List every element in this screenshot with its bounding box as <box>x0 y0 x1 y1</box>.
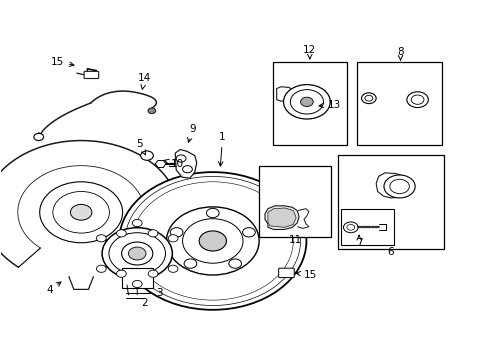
Circle shape <box>206 208 219 218</box>
FancyBboxPatch shape <box>278 268 294 278</box>
Bar <box>272 62 346 145</box>
Text: 11: 11 <box>288 235 302 245</box>
Circle shape <box>96 265 106 273</box>
Circle shape <box>34 134 43 140</box>
Circle shape <box>242 228 255 237</box>
Circle shape <box>168 265 178 273</box>
Circle shape <box>141 151 153 160</box>
Circle shape <box>182 219 243 263</box>
FancyBboxPatch shape <box>84 71 99 78</box>
Text: 14: 14 <box>138 73 151 89</box>
Text: 15: 15 <box>296 270 317 280</box>
Circle shape <box>116 270 126 277</box>
Text: 6: 6 <box>386 247 393 257</box>
Text: 9: 9 <box>187 124 195 142</box>
Circle shape <box>406 92 427 108</box>
Circle shape <box>176 155 185 162</box>
Polygon shape <box>175 149 196 178</box>
Circle shape <box>346 225 354 230</box>
Circle shape <box>148 230 158 237</box>
Circle shape <box>184 259 196 268</box>
Circle shape <box>361 93 375 104</box>
Polygon shape <box>264 206 299 229</box>
Text: 12: 12 <box>303 45 316 59</box>
Circle shape <box>132 182 293 300</box>
Circle shape <box>125 176 300 306</box>
Text: 7: 7 <box>355 235 362 248</box>
Text: 2: 2 <box>141 298 147 308</box>
Text: 15: 15 <box>51 57 74 67</box>
Text: 13: 13 <box>318 100 340 110</box>
Bar <box>122 267 153 288</box>
Circle shape <box>128 247 146 260</box>
Circle shape <box>122 242 153 265</box>
Circle shape <box>132 220 142 226</box>
Bar <box>340 210 393 244</box>
Circle shape <box>166 207 259 275</box>
Text: 4: 4 <box>46 282 61 296</box>
Circle shape <box>116 230 126 237</box>
Circle shape <box>389 179 408 194</box>
Circle shape <box>170 228 183 237</box>
Circle shape <box>119 172 306 310</box>
Circle shape <box>383 175 414 198</box>
Bar <box>259 166 330 237</box>
Circle shape <box>410 95 423 104</box>
Circle shape <box>300 97 313 107</box>
Circle shape <box>102 228 172 279</box>
Text: 1: 1 <box>218 132 225 166</box>
Bar <box>337 155 444 249</box>
Text: 10: 10 <box>164 159 183 169</box>
Circle shape <box>70 204 92 220</box>
Polygon shape <box>276 87 292 101</box>
Polygon shape <box>267 208 296 227</box>
Circle shape <box>40 182 122 243</box>
Circle shape <box>132 280 142 288</box>
Text: 8: 8 <box>396 46 403 60</box>
Circle shape <box>228 259 241 268</box>
Circle shape <box>343 222 357 233</box>
Circle shape <box>53 192 109 233</box>
Circle shape <box>283 85 330 119</box>
Circle shape <box>199 231 226 251</box>
Circle shape <box>109 233 165 274</box>
Text: 3: 3 <box>156 288 162 298</box>
Circle shape <box>182 166 192 173</box>
Circle shape <box>148 270 158 277</box>
Polygon shape <box>375 173 408 198</box>
Circle shape <box>168 235 178 242</box>
Circle shape <box>148 108 156 114</box>
Bar <box>356 62 441 145</box>
Circle shape <box>96 235 106 242</box>
Circle shape <box>290 90 323 114</box>
Text: 5: 5 <box>136 139 145 155</box>
Circle shape <box>364 95 372 101</box>
